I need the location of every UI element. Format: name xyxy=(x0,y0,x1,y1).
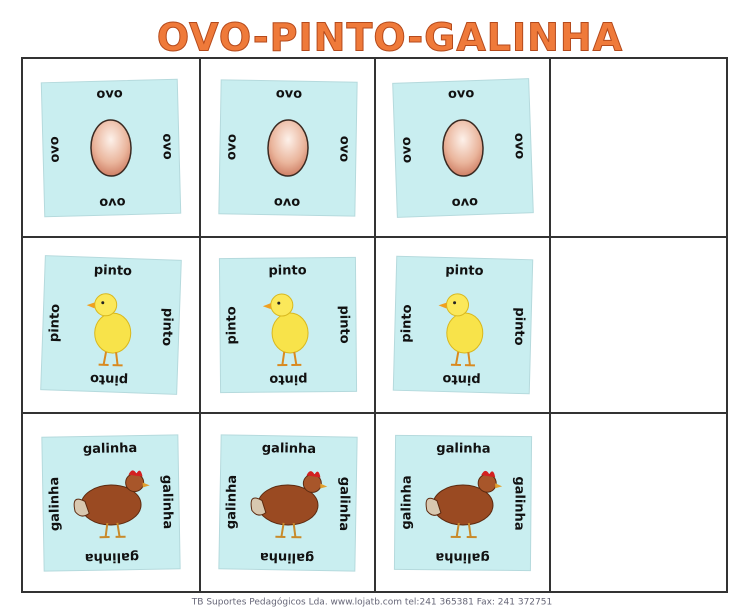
card-word-bottom: ovo xyxy=(274,194,301,209)
hen-legs xyxy=(275,522,302,539)
chick-beak xyxy=(262,303,271,310)
hen-tail xyxy=(73,498,90,517)
card-word-top: galinha xyxy=(83,441,138,457)
hen-comb xyxy=(128,470,143,477)
card-picture xyxy=(425,470,503,539)
egg xyxy=(442,119,484,177)
card: pinto pinto pinto pinto xyxy=(40,255,182,395)
chick-head xyxy=(446,293,470,317)
card-word-bottom: galinha xyxy=(260,549,315,565)
card-word-bottom: ovo xyxy=(451,194,478,210)
hen-legs xyxy=(99,522,126,539)
card-picture xyxy=(262,293,309,367)
card-word-right: pinto xyxy=(336,305,351,343)
card: galinha galinha galinha galinha xyxy=(393,434,533,572)
card-word-left: ovo xyxy=(47,136,63,163)
cards: ovo ovo ovo ovo ovo ovo ovo ovo ovo ovo ovo ovo pint… xyxy=(40,78,534,572)
chick-head xyxy=(94,293,118,317)
card-word-left: galinha xyxy=(224,475,240,530)
hen-beak xyxy=(142,482,150,488)
chick-legs xyxy=(98,351,123,367)
chick-head xyxy=(270,293,294,317)
card-word-right: ovo xyxy=(336,136,351,163)
chick-body xyxy=(271,312,309,354)
card-word-top: pinto xyxy=(445,263,484,279)
card-word-bottom: ovo xyxy=(99,194,126,210)
card-word-right: pinto xyxy=(511,307,527,346)
card: ovo ovo ovo ovo xyxy=(218,79,358,217)
chick-legs xyxy=(450,351,475,367)
card-word-right: galinha xyxy=(511,476,526,530)
card: ovo ovo ovo ovo xyxy=(40,78,182,218)
grid xyxy=(21,57,728,593)
card-word-right: galinha xyxy=(159,475,175,530)
card-word-left: pinto xyxy=(47,304,63,343)
card: pinto pinto pinto pinto xyxy=(218,256,358,394)
card-word-left: ovo xyxy=(224,134,239,161)
card: pinto pinto pinto pinto xyxy=(392,255,534,395)
hen-tail xyxy=(250,497,267,516)
chick-eye xyxy=(277,301,281,305)
egg xyxy=(90,119,132,177)
card-picture xyxy=(73,470,150,539)
card-word-top: pinto xyxy=(268,263,306,278)
card: galinha galinha galinha galinha xyxy=(41,434,181,572)
card-word-top: ovo xyxy=(276,86,303,101)
card-word-bottom: pinto xyxy=(442,371,481,387)
card-word-bottom: pinto xyxy=(269,371,307,386)
hen-comb xyxy=(306,471,321,478)
card-word-left: pinto xyxy=(224,306,239,344)
footer: TB Suportes Pedagógicos Lda. www.lojatb.… xyxy=(191,597,552,607)
card: ovo ovo ovo ovo xyxy=(392,78,534,218)
card-word-top: galinha xyxy=(436,441,490,456)
card-picture xyxy=(86,293,132,367)
card-picture xyxy=(438,293,484,367)
card-word-top: pinto xyxy=(94,263,133,279)
title: OVO-PINTO-GALINHA xyxy=(157,16,623,60)
chick-beak xyxy=(438,302,447,309)
hen-comb xyxy=(481,470,496,478)
card-word-top: ovo xyxy=(96,86,123,102)
card-word-top: galinha xyxy=(262,441,317,457)
card-picture xyxy=(442,119,484,177)
card-word-right: ovo xyxy=(159,133,175,160)
card-word-right: ovo xyxy=(511,133,527,160)
card-word-bottom: pinto xyxy=(90,371,129,387)
card-picture xyxy=(267,119,309,177)
card-word-right: pinto xyxy=(159,308,175,347)
hen-tail xyxy=(425,497,442,516)
card-picture xyxy=(90,119,132,177)
chick-beak xyxy=(86,302,95,309)
card: galinha galinha galinha galinha xyxy=(218,434,358,572)
egg xyxy=(267,119,309,177)
chick-legs xyxy=(277,351,302,367)
card-word-top: ovo xyxy=(448,86,475,102)
card-word-bottom: galinha xyxy=(435,549,489,564)
hen-legs xyxy=(450,522,477,539)
hen-beak xyxy=(320,483,328,489)
card-word-bottom: galinha xyxy=(85,549,140,565)
card-word-right: galinha xyxy=(336,477,352,532)
card-word-left: galinha xyxy=(47,477,63,532)
chick-eye xyxy=(453,301,457,305)
chick-eye xyxy=(101,301,105,305)
card-word-left: ovo xyxy=(399,136,415,163)
hen-beak xyxy=(495,483,503,489)
chick-body xyxy=(446,312,484,354)
card-picture xyxy=(250,471,328,539)
card-word-left: galinha xyxy=(399,475,414,529)
card-word-left: pinto xyxy=(399,304,415,343)
